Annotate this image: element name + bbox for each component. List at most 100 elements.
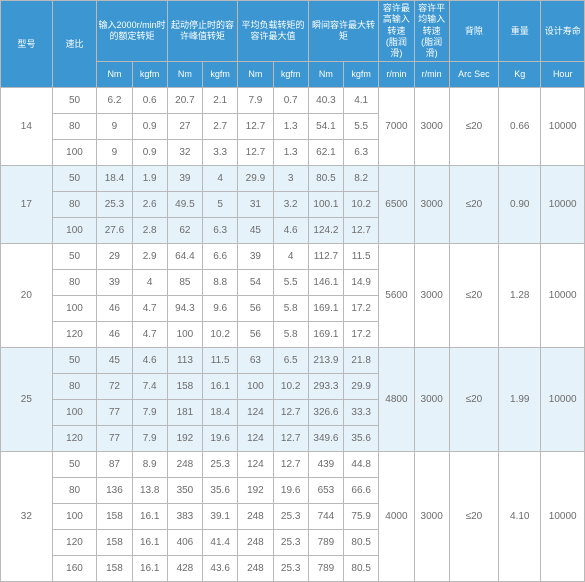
table-header: 型号 速比 输入2000r/min时的额定转矩 起动停止时的容许峰值转矩 平均负… [1, 1, 585, 88]
cell: 85 [167, 270, 202, 296]
cell-ratio: 50 [52, 244, 97, 270]
cell: 124 [238, 400, 273, 426]
cell: 4 [273, 244, 308, 270]
cell: 349.6 [308, 426, 343, 452]
cell: 27.6 [97, 218, 132, 244]
cell: 439 [308, 452, 343, 478]
cell: 4.1 [344, 88, 379, 114]
cell: 100.1 [308, 192, 343, 218]
cell: 25.3 [273, 504, 308, 530]
cell-life: 10000 [541, 88, 585, 166]
cell: 45 [238, 218, 273, 244]
cell-life: 10000 [541, 244, 585, 348]
cell: 56 [238, 322, 273, 348]
cell: 5 [203, 192, 238, 218]
unit-hour: Hour [541, 62, 585, 88]
cell: 72 [97, 374, 132, 400]
cell: 13.8 [132, 478, 167, 504]
spec-table: 型号 速比 输入2000r/min时的额定转矩 起动停止时的容许峰值转矩 平均负… [0, 0, 585, 582]
cell: 77 [97, 400, 132, 426]
cell: 11.5 [203, 348, 238, 374]
cell-ratio: 100 [52, 504, 97, 530]
cell: 9 [97, 140, 132, 166]
cell: 9 [97, 114, 132, 140]
cell: 2.9 [132, 244, 167, 270]
cell-life: 10000 [541, 166, 585, 244]
cell-avgin: 3000 [414, 348, 449, 452]
cell: 6.3 [344, 140, 379, 166]
cell: 16.1 [132, 504, 167, 530]
cell: 25.3 [203, 452, 238, 478]
cell: 4.6 [132, 348, 167, 374]
cell: 248 [238, 530, 273, 556]
table-row: 3250878.924825.312412.743944.840003000≤2… [1, 452, 585, 478]
cell: 39 [238, 244, 273, 270]
cell: 10.2 [203, 322, 238, 348]
cell: 44.8 [344, 452, 379, 478]
cell-maxin: 4000 [379, 452, 414, 582]
cell: 789 [308, 556, 343, 582]
cell: 4.7 [132, 322, 167, 348]
cell: 12.7 [344, 218, 379, 244]
cell: 744 [308, 504, 343, 530]
cell-model: 25 [1, 348, 53, 452]
cell: 7.9 [132, 426, 167, 452]
cell-model: 20 [1, 244, 53, 348]
cell: 248 [238, 504, 273, 530]
cell: 3.3 [203, 140, 238, 166]
cell: 124 [238, 452, 273, 478]
cell-ratio: 100 [52, 296, 97, 322]
cell: 77 [97, 426, 132, 452]
table-row: 175018.41.939429.9380.58.265003000≤200.9… [1, 166, 585, 192]
cell: 46 [97, 322, 132, 348]
cell-avgin: 3000 [414, 244, 449, 348]
hdr-moment: 瞬间容许最大转矩 [308, 1, 379, 62]
cell: 12.7 [238, 114, 273, 140]
cell-ratio: 120 [52, 530, 97, 556]
hdr-avgload: 平均负载转矩的容许最大值 [238, 1, 309, 62]
table-row: 2550454.611311.5636.5213.921.848003000≤2… [1, 348, 585, 374]
cell: 25.3 [273, 530, 308, 556]
cell-ratio: 80 [52, 270, 97, 296]
cell-maxin: 6500 [379, 166, 414, 244]
cell: 18.4 [203, 400, 238, 426]
hdr-maxin: 容许最高输入转速 (脂润滑) [379, 1, 414, 62]
cell: 80.5 [308, 166, 343, 192]
cell: 39 [167, 166, 202, 192]
cell: 2.1 [203, 88, 238, 114]
cell: 124 [238, 426, 273, 452]
cell: 45 [97, 348, 132, 374]
cell: 0.6 [132, 88, 167, 114]
cell: 1.3 [273, 140, 308, 166]
cell-ratio: 80 [52, 374, 97, 400]
cell: 9.6 [203, 296, 238, 322]
cell: 18.4 [97, 166, 132, 192]
cell: 11.5 [344, 244, 379, 270]
cell: 56 [238, 296, 273, 322]
cell: 35.6 [344, 426, 379, 452]
cell: 87 [97, 452, 132, 478]
cell-maxin: 5600 [379, 244, 414, 348]
cell: 789 [308, 530, 343, 556]
cell-ratio: 160 [52, 556, 97, 582]
cell: 0.9 [132, 114, 167, 140]
cell-ratio: 50 [52, 166, 97, 192]
hdr-avgin: 容许平均输入转速 (脂润滑) [414, 1, 449, 62]
cell: 158 [97, 504, 132, 530]
cell: 27 [167, 114, 202, 140]
unit-kgfm: kgfm [273, 62, 308, 88]
cell-ratio: 80 [52, 114, 97, 140]
cell-ratio: 100 [52, 218, 97, 244]
cell: 293.3 [308, 374, 343, 400]
cell: 5.8 [273, 296, 308, 322]
cell: 35.6 [203, 478, 238, 504]
cell: 0.9 [132, 140, 167, 166]
cell-backlash: ≤20 [449, 88, 498, 166]
table-row: 14506.20.620.72.17.90.740.34.170003000≤2… [1, 88, 585, 114]
cell: 158 [97, 556, 132, 582]
cell-model: 32 [1, 452, 53, 582]
cell: 16.1 [203, 374, 238, 400]
cell: 29.9 [238, 166, 273, 192]
cell: 2.7 [203, 114, 238, 140]
cell: 33.3 [344, 400, 379, 426]
